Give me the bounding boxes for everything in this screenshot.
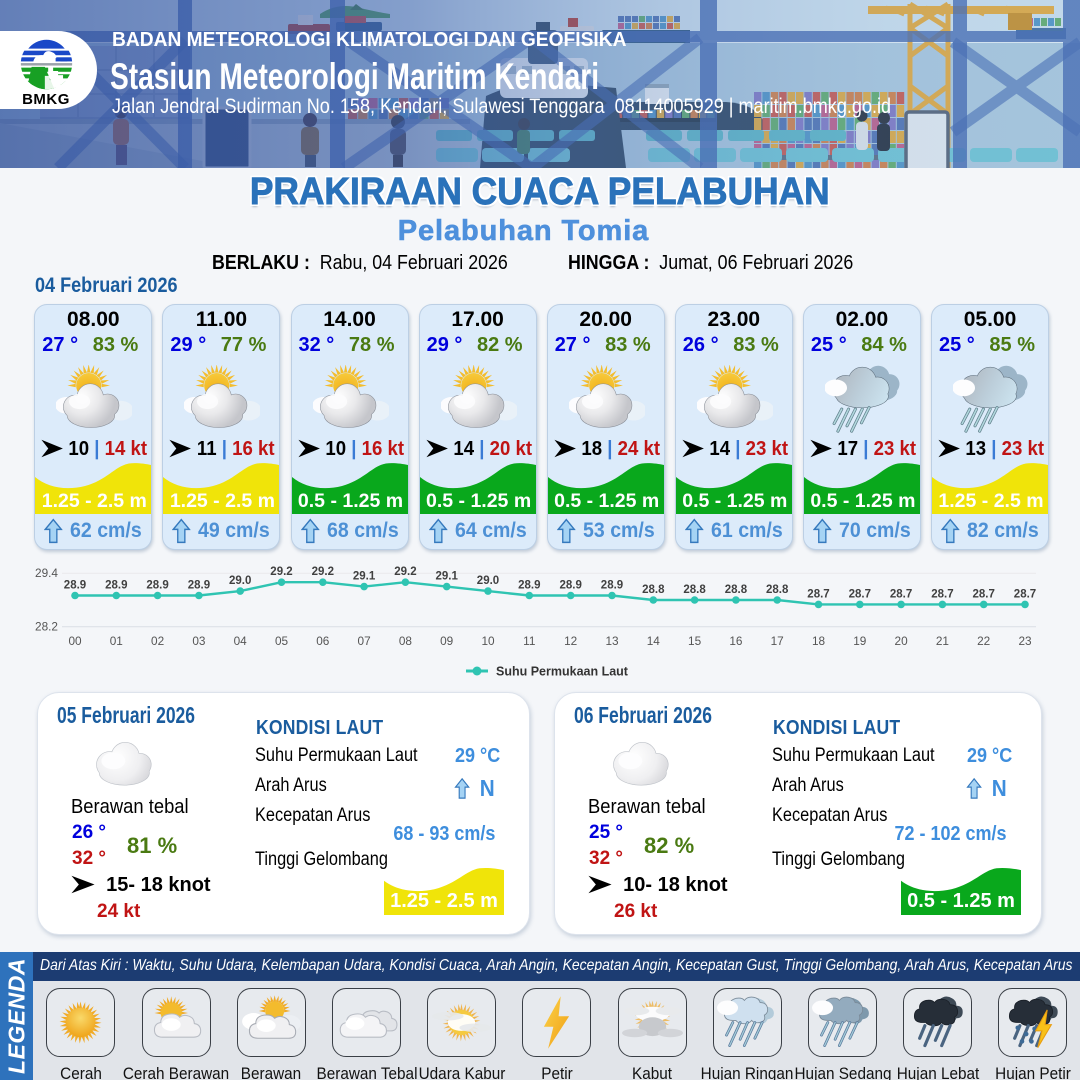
svg-text:05: 05 [275,634,289,648]
svg-text:00: 00 [68,634,82,648]
svg-text:09: 09 [440,634,453,648]
svg-text:07: 07 [358,634,371,648]
svg-text:28.9: 28.9 [188,580,210,592]
svg-text:12: 12 [564,634,577,648]
svg-text:28.2: 28.2 [35,620,58,634]
svg-text:28.9: 28.9 [518,580,540,592]
svg-text:16: 16 [729,634,743,648]
svg-text:22: 22 [977,634,990,648]
svg-text:28.8: 28.8 [683,584,706,596]
svg-text:28.9: 28.9 [105,580,127,592]
svg-text:28.7: 28.7 [849,588,871,600]
svg-text:28.9: 28.9 [146,580,168,592]
svg-text:28.7: 28.7 [890,588,912,600]
svg-text:28.7: 28.7 [1014,588,1036,600]
svg-text:Suhu Permukaan Laut: Suhu Permukaan Laut [496,665,629,679]
svg-text:28.8: 28.8 [642,584,665,596]
svg-text:28.7: 28.7 [807,588,829,600]
svg-text:28.9: 28.9 [560,580,582,592]
svg-text:29.1: 29.1 [436,571,459,583]
svg-text:29.1: 29.1 [353,571,376,583]
svg-text:29.2: 29.2 [270,566,292,578]
svg-text:29.0: 29.0 [477,575,499,587]
svg-text:15: 15 [688,634,702,648]
svg-text:28.7: 28.7 [931,588,953,600]
svg-text:06: 06 [316,634,330,648]
svg-text:28.8: 28.8 [766,584,789,596]
svg-text:17: 17 [771,634,784,648]
svg-text:28.8: 28.8 [725,584,748,596]
svg-text:02: 02 [151,634,164,648]
svg-text:01: 01 [110,634,123,648]
svg-text:10: 10 [481,634,495,648]
svg-text:29.2: 29.2 [312,566,334,578]
svg-text:29.4: 29.4 [35,566,58,580]
svg-text:28.7: 28.7 [973,588,995,600]
svg-text:11: 11 [523,634,535,648]
svg-text:28.9: 28.9 [64,580,86,592]
svg-text:29.0: 29.0 [229,575,251,587]
svg-text:29.2: 29.2 [394,566,416,578]
svg-text:13: 13 [605,634,619,648]
svg-text:14: 14 [647,634,661,648]
svg-text:23: 23 [1018,634,1032,648]
svg-text:04: 04 [234,634,248,648]
svg-text:03: 03 [192,634,206,648]
svg-text:28.9: 28.9 [601,580,623,592]
svg-text:20: 20 [895,634,909,648]
svg-text:18: 18 [812,634,826,648]
svg-text:19: 19 [853,634,866,648]
svg-text:08: 08 [399,634,413,648]
svg-text:21: 21 [936,634,949,648]
